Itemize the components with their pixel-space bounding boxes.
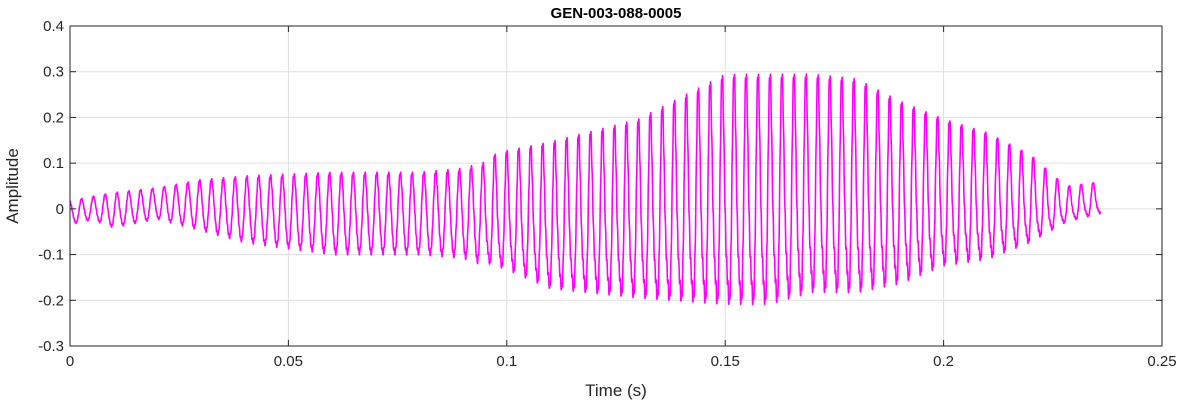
y-axis-label: Amplitude — [3, 148, 22, 224]
axes-box — [69, 25, 1163, 347]
x-tick-labels: 0 0.05 0.1 0.15 0.2 0.25 — [66, 353, 1177, 370]
waveform-series-line — [69, 73, 1102, 306]
y-tick-label: -0.2 — [38, 292, 64, 309]
series-layer — [69, 73, 1102, 306]
y-tick-labels: -0.3 -0.2 -0.1 0 0.1 0.2 0.3 0.4 — [38, 18, 64, 355]
x-tick-label: 0.25 — [1147, 353, 1176, 370]
x-tick-label: 0.1 — [496, 353, 517, 370]
x-tick-label: 0.15 — [711, 353, 740, 370]
tick-marks — [69, 25, 1163, 347]
x-tick-label: 0.05 — [274, 353, 303, 370]
y-tick-label: 0 — [56, 201, 64, 218]
y-tick-label: 0.1 — [43, 155, 64, 172]
x-tick-label: 0.2 — [933, 353, 954, 370]
y-tick-label: 0.3 — [43, 64, 64, 81]
y-tick-label: 0.2 — [43, 109, 64, 126]
y-tick-label: 0.4 — [43, 18, 64, 35]
x-axis-label: Time (s) — [585, 381, 647, 400]
x-tick-label: 0 — [66, 353, 74, 370]
chart-title: GEN-003-088-0005 — [551, 5, 682, 22]
y-tick-label: -0.1 — [38, 247, 64, 264]
y-tick-label: -0.3 — [38, 338, 64, 355]
